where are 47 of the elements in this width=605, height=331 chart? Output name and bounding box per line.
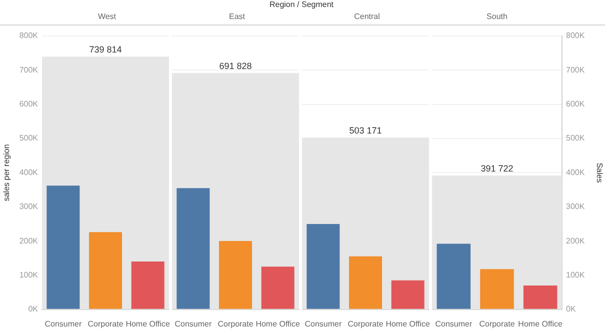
y2-tick-label: 0K [566, 304, 576, 314]
chart-title: East [172, 10, 302, 26]
band-label: 739 814 [89, 44, 122, 55]
bar [436, 244, 471, 309]
y-tick-label: 200K [19, 236, 39, 246]
y-tick-label: 500K [19, 134, 39, 143]
bar [523, 285, 558, 309]
y-tick-label: 0K [28, 304, 39, 314]
x-tick-label: Consumer [174, 319, 212, 328]
text: Region / Segment [269, 0, 334, 9]
y2-tick-label: 100K [566, 270, 586, 280]
x-tick-label: Consumer [44, 319, 82, 328]
x-tick-label: Consumer [304, 319, 342, 328]
x-tick-label: Corporate [479, 319, 516, 328]
x-tick-label: Home Office [386, 319, 431, 328]
x-tick-label: Home Office [126, 319, 171, 328]
y2-tick-label: 400K [566, 168, 586, 177]
x-tick-label: Home Office [256, 319, 301, 328]
y-axis-title: sales per region [2, 144, 12, 202]
y-tick-label: 100K [19, 270, 39, 280]
band-label: 391 722 [480, 164, 514, 174]
y2-tick-label: 200K [566, 236, 586, 246]
bar [88, 232, 122, 309]
x-tick-label: Corporate [88, 319, 124, 328]
y2-tick-label: 600K [566, 100, 586, 109]
bar [131, 262, 164, 309]
y-tick-label: 600K [19, 100, 39, 109]
bar [46, 186, 80, 309]
band-label: 503 171 [349, 125, 382, 136]
x-tick-label: Corporate [348, 319, 384, 328]
chart-title: Central [302, 10, 432, 26]
y2-axis-title: Sales [594, 162, 604, 183]
x-tick-label: Corporate [218, 319, 254, 328]
y2-tick-label: 800K [566, 31, 586, 40]
y2-tick-label: 700K [566, 65, 586, 74]
y2-tick-label: 300K [566, 202, 586, 212]
y2-tick-label: 500K [566, 134, 586, 143]
chart-title: West [0, 10, 172, 26]
x-tick-label: Home Office [518, 319, 564, 328]
band-label: 691 828 [219, 60, 252, 71]
bar [480, 269, 514, 309]
chart-title: South [432, 10, 605, 26]
y-tick-label: 800K [19, 31, 39, 40]
y-tick-label: 400K [19, 168, 39, 177]
y-tick-label: 300K [19, 202, 39, 212]
y-tick-label: 700K [19, 65, 39, 74]
x-tick-label: Consumer [435, 319, 472, 328]
